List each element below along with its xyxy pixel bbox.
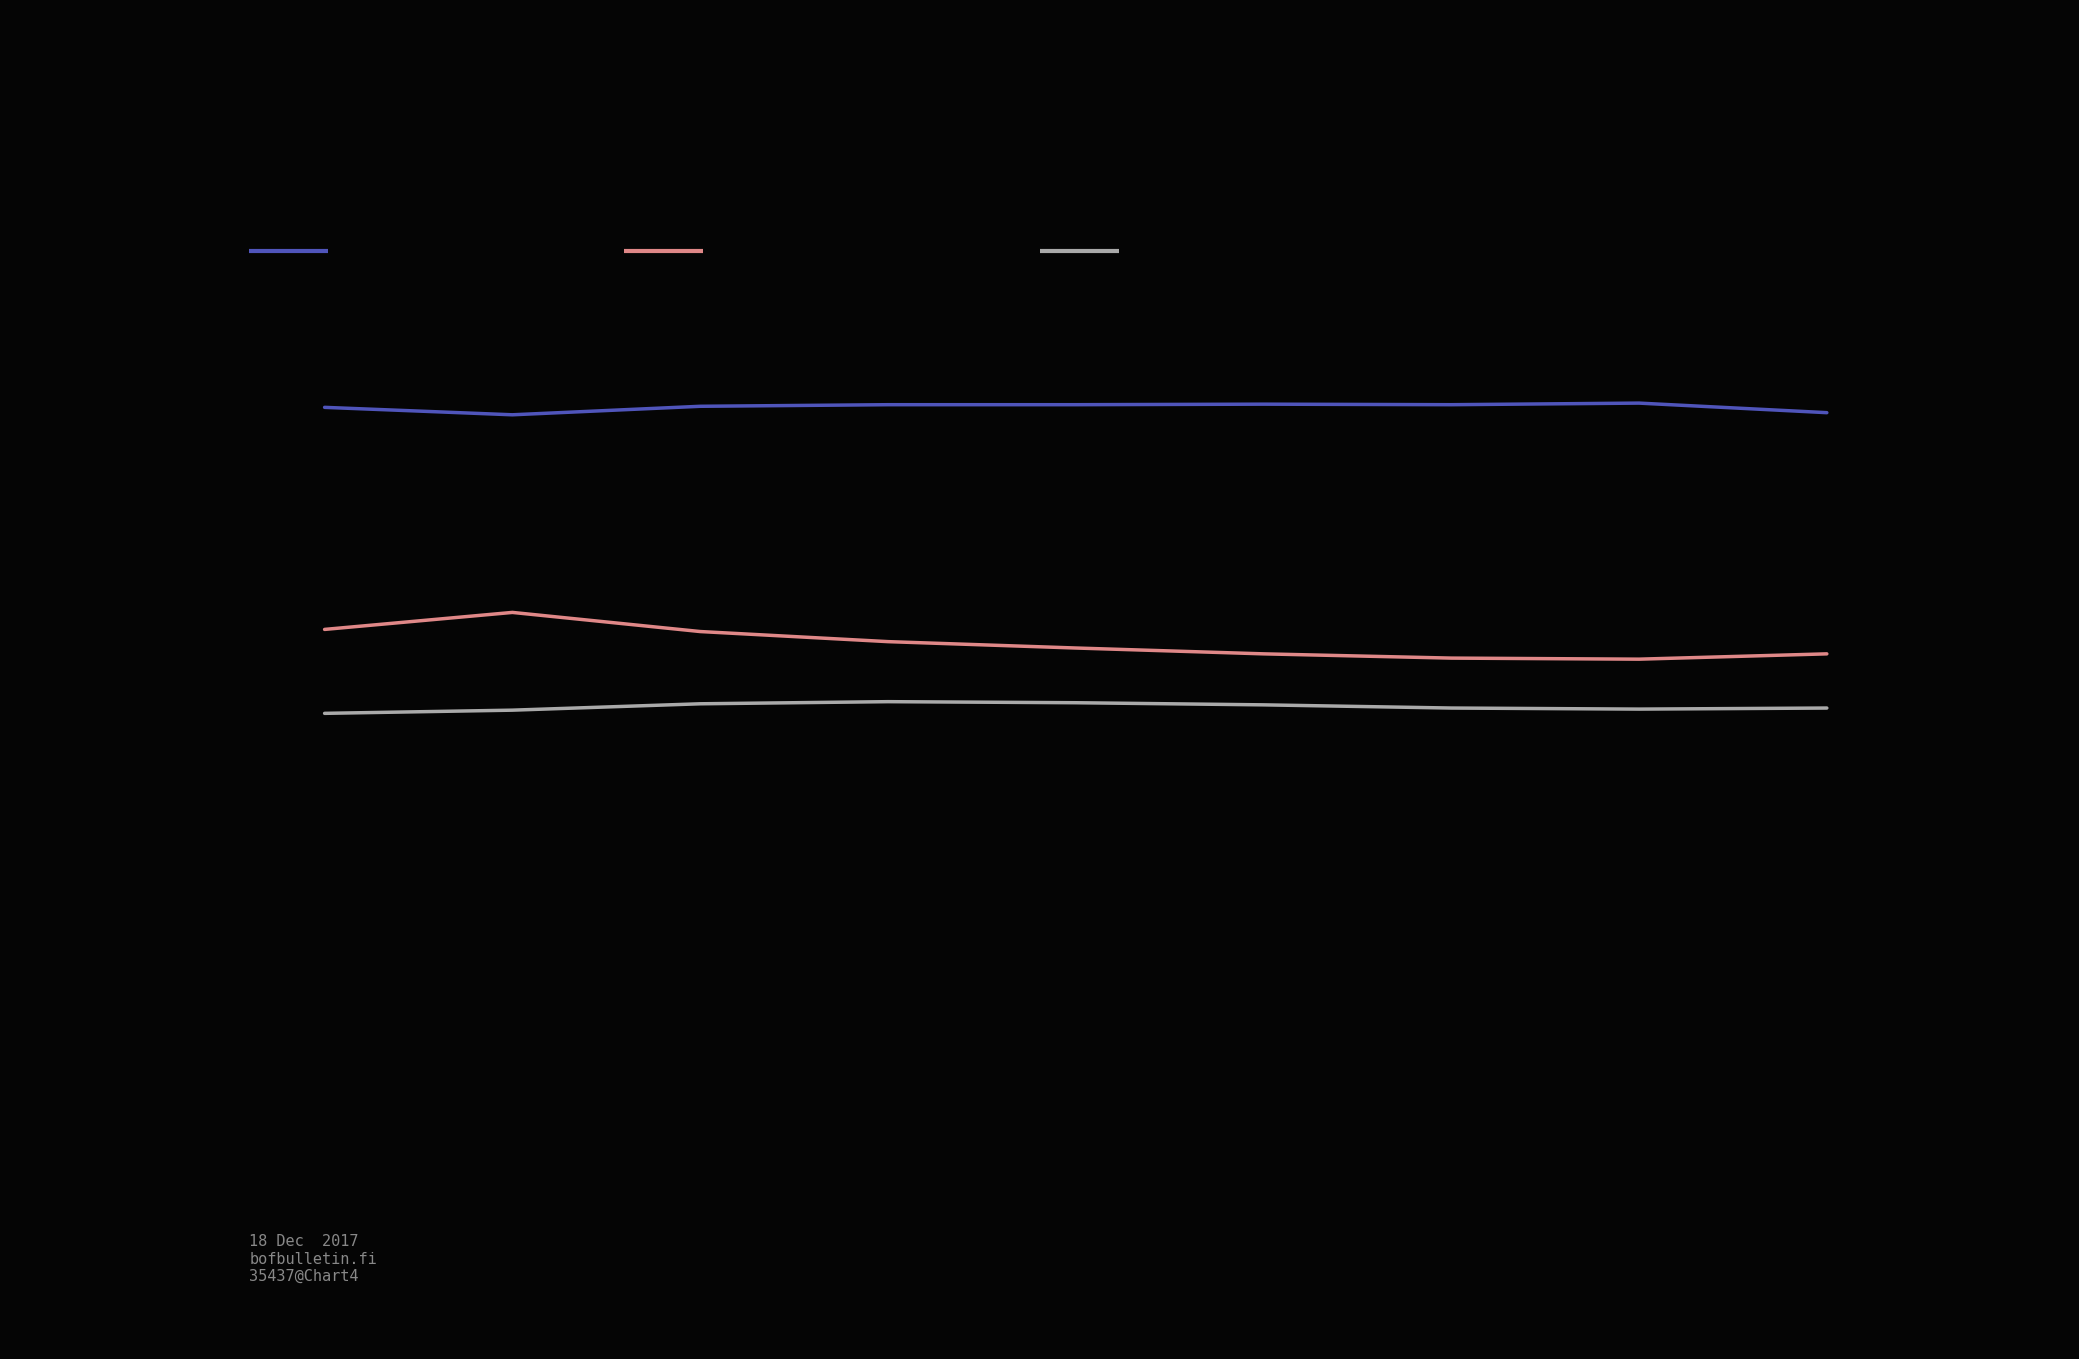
Text: 18 Dec  2017
bofbulletin.fi
35437@Chart4: 18 Dec 2017 bofbulletin.fi 35437@Chart4 xyxy=(249,1234,376,1284)
